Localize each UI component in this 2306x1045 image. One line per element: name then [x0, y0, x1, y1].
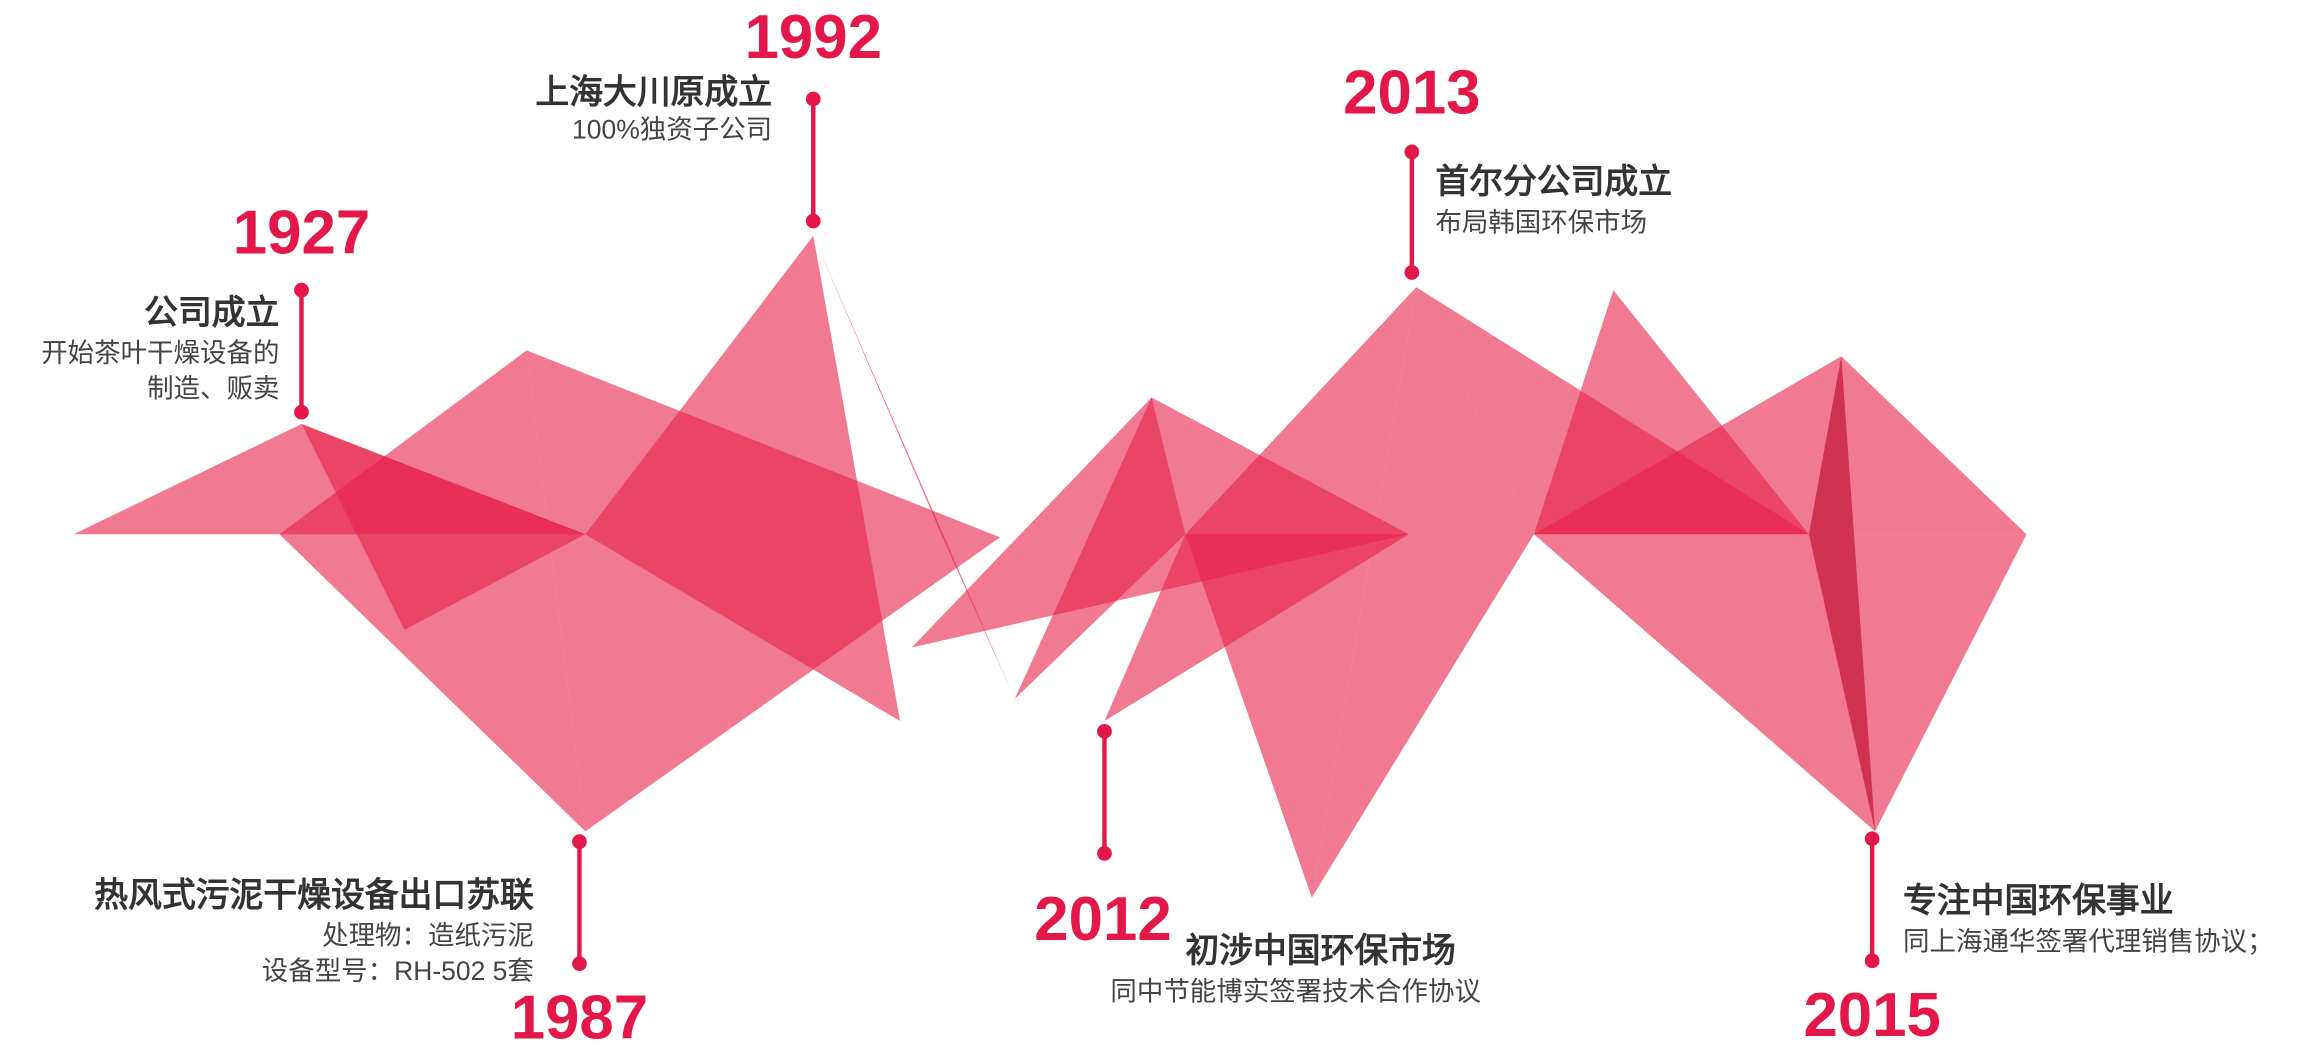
event-desc: 开始茶叶干燥设备的 — [41, 338, 279, 368]
year: 1927 — [233, 198, 370, 267]
event-desc: 100%独资子公司 — [572, 115, 772, 145]
event-title: 热风式污泥干燥设备出口苏联 — [94, 876, 534, 914]
dot — [294, 405, 309, 420]
event-title: 专注中国环保事业 — [1903, 882, 2174, 920]
dot — [1404, 265, 1419, 280]
event-desc: 布局韩国环保市场 — [1435, 207, 1647, 237]
decoration — [74, 236, 2027, 898]
dot — [1404, 145, 1419, 160]
dot — [1097, 846, 1112, 861]
event-title: 公司成立 — [144, 294, 279, 332]
year: 2012 — [1034, 885, 1171, 954]
year: 2013 — [1343, 59, 1480, 128]
dot — [806, 214, 821, 229]
event-desc: 制造、贩卖 — [147, 373, 279, 403]
event-desc: 同中节能博实签署技术合作协议 — [1110, 976, 1481, 1006]
year: 2015 — [1803, 981, 1940, 1045]
event-title: 初涉中国环保市场 — [1185, 931, 1456, 970]
event-desc: 同上海通华签署代理销售协议； — [1903, 926, 2274, 956]
dot — [1865, 953, 1880, 968]
dot — [294, 283, 309, 298]
event-desc: 处理物：造纸污泥 — [322, 921, 534, 951]
dot — [572, 956, 587, 971]
year: 1987 — [511, 984, 648, 1045]
event-desc: 设备型号：RH-502 5套 — [262, 956, 534, 986]
event-title: 上海大川原成立 — [535, 73, 772, 111]
timeline: 1927 公司成立开始茶叶干燥设备的制造、贩卖 1992上海大川原成立 100%独资子… — [0, 0, 2306, 1045]
year: 1992 — [745, 3, 882, 72]
dot — [572, 834, 587, 849]
dot — [806, 92, 821, 107]
dot — [1865, 831, 1880, 846]
dot — [1097, 724, 1112, 739]
event-title: 首尔分公司成立 — [1435, 163, 1672, 201]
